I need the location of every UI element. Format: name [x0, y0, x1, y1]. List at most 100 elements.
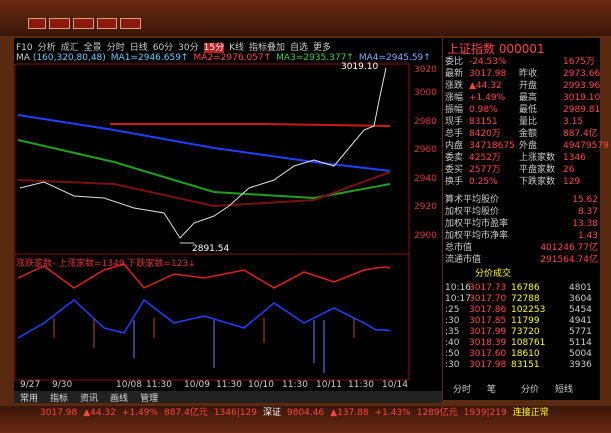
- stat-value: 1.43: [577, 231, 598, 241]
- trade-row: :30 3017.98 83151 3936: [445, 359, 598, 371]
- ma-value: MA3=2935.377↑: [276, 53, 354, 63]
- status-item: 连接正常: [512, 408, 549, 418]
- toolbar-item[interactable]: 自选: [290, 43, 309, 53]
- sub-bars: [53, 318, 355, 348]
- trade-cell: 4941: [569, 316, 592, 326]
- quote-cell: +1.49%: [469, 93, 506, 103]
- side-tab[interactable]: 笔: [487, 385, 497, 395]
- trade-cell: 108761: [511, 338, 546, 348]
- quote-cell: 3019.10: [563, 93, 601, 103]
- quote-cell: 最低: [519, 105, 538, 115]
- side-tab[interactable]: 分价: [521, 385, 540, 395]
- status-item: 3017.98: [40, 408, 78, 418]
- toolbar-item[interactable]: K线: [229, 43, 244, 53]
- indicator-name: 涨跌家数-: [16, 259, 56, 269]
- trade-cell: 3017.99: [469, 327, 507, 337]
- trade-cell: 11799: [511, 316, 540, 326]
- quote-cell: 2993.96: [563, 81, 601, 91]
- bottom-tabs: 常用 指标 资讯 画线 管理: [14, 391, 442, 404]
- tab[interactable]: 常用: [20, 394, 39, 404]
- stat-label: 加权平均股价: [445, 207, 500, 217]
- toolbar-item[interactable]: 30分: [178, 43, 199, 53]
- trade-cell: 3017.86: [469, 305, 507, 315]
- status-item: 887.4亿元: [164, 408, 208, 418]
- stat-value: 15.62: [572, 195, 598, 205]
- ma-line: [110, 123, 391, 127]
- stat-value: 291564.74亿: [540, 255, 598, 265]
- indicator-title: 涨跌家数- 上涨家数=1349,下跌家数=123↓: [16, 256, 196, 269]
- tab[interactable]: 管理: [140, 394, 159, 404]
- status-item: 9804.46: [286, 408, 325, 418]
- quote-cell: -24.53%: [469, 57, 507, 67]
- tool-button[interactable]: [96, 18, 118, 29]
- toolbar-item[interactable]: 成汇: [60, 43, 79, 53]
- stat-row: 加权平均股价 8.37: [445, 206, 598, 218]
- toolbar-item[interactable]: 指标叠加: [248, 43, 285, 53]
- trade-cell: 5004: [569, 349, 592, 359]
- trade-cell: 18610: [511, 349, 540, 359]
- stat-row: 加权平均市盈率 13.38: [445, 218, 598, 230]
- chart-svg: [14, 63, 410, 381]
- trade-cell: 10:17: [445, 294, 471, 304]
- trade-row: :30 3017.85 11799 4941: [445, 315, 598, 327]
- ma-line: [17, 139, 391, 200]
- trade-cell: 72788: [511, 294, 540, 304]
- quote-cell: 量比: [519, 117, 538, 127]
- trade-cell: 16786: [511, 283, 540, 293]
- toolbar-item[interactable]: 全景: [83, 43, 102, 53]
- tool-button[interactable]: [120, 18, 142, 29]
- tool-button[interactable]: [28, 18, 47, 29]
- ma-value: MA4=2945.59↑: [358, 53, 431, 63]
- trade-cell: 10:16: [445, 283, 471, 293]
- trade-cell: 5771: [569, 327, 592, 337]
- quote-cell: 887.4亿: [563, 129, 598, 139]
- toolbar-item[interactable]: 分时: [106, 43, 125, 53]
- quote-cell: 上涨家数: [519, 153, 556, 163]
- quote-cell: 平盘家数: [519, 165, 556, 175]
- trade-cell: :25: [445, 305, 460, 315]
- time-tick-label: 10/14: [382, 380, 408, 390]
- quote-row: 委买 2577万 平盘家数 26: [445, 164, 598, 176]
- quote-cell: 129: [563, 177, 581, 187]
- indicator-value: 上涨家数=1349,下跌家数=123↓: [58, 259, 196, 269]
- price-tick-label: 2920: [414, 202, 437, 212]
- quote-cell: 委买: [445, 165, 464, 175]
- tab[interactable]: 画线: [110, 394, 129, 404]
- side-tab[interactable]: 短线: [555, 385, 574, 395]
- tab[interactable]: 资讯: [80, 394, 99, 404]
- side-tab[interactable]: 分时: [453, 385, 472, 395]
- toolbar-item[interactable]: F10: [16, 43, 33, 53]
- trade-row: 10:16 3017.73 16786 4801: [445, 282, 598, 294]
- toolbar-item[interactable]: 更多: [313, 43, 332, 53]
- toolbar-item[interactable]: 分析: [37, 43, 56, 53]
- quote-row: 振幅 0.98% 最低 2989.81: [445, 104, 600, 116]
- stat-label: 总市值: [445, 243, 473, 253]
- stat-value: 8.37: [577, 207, 598, 217]
- tool-button[interactable]: [72, 18, 94, 29]
- time-tick-label: 11:30: [216, 380, 242, 390]
- trade-cell: 3017.70: [469, 294, 507, 304]
- ma-value: MA2=2976.057↑: [193, 53, 272, 63]
- sub-frame: [14, 253, 410, 381]
- toolbar-item[interactable]: 15分: [203, 43, 225, 53]
- trade-cell: :30: [445, 316, 460, 326]
- quote-cell: 委比: [445, 57, 464, 67]
- toolbar-item[interactable]: 60分: [152, 43, 174, 53]
- tool-button[interactable]: [49, 18, 70, 29]
- tab[interactable]: 指标: [50, 394, 69, 404]
- quote-row: 换手 0.25% 下跌家数 129: [445, 176, 598, 188]
- ma-line: [17, 114, 391, 172]
- quote-cell: 涨幅: [445, 93, 464, 103]
- trade-tab[interactable]: 分价成交: [475, 269, 512, 279]
- quote-cell: 开盘: [519, 81, 538, 91]
- trade-row: :35 3017.99 73720 5771: [445, 326, 598, 338]
- toolbar-item[interactable]: 日线: [129, 43, 148, 53]
- time-tick-label: 10/10: [248, 380, 274, 390]
- ma-label: MA: [16, 53, 30, 63]
- time-tick-label: 11:30: [146, 380, 172, 390]
- trade-cell: 5454: [569, 305, 592, 315]
- ma-line: [17, 171, 391, 208]
- price-line: [19, 67, 387, 239]
- trade-cell: :40: [445, 338, 460, 348]
- trade-cell: 3018.39: [469, 338, 507, 348]
